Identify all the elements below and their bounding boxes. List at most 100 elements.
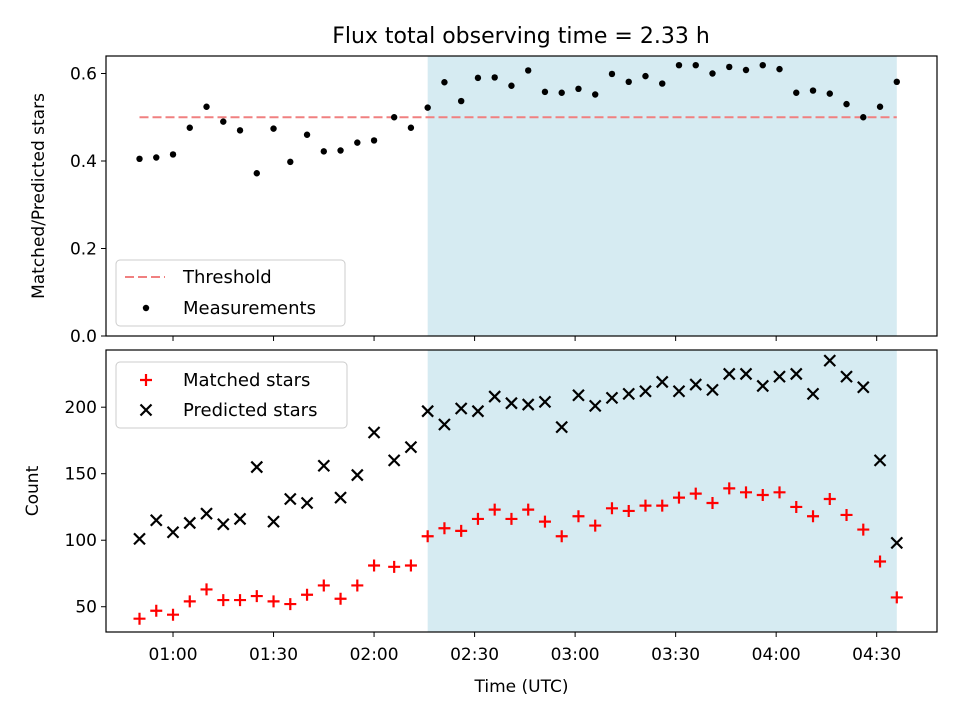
matched-star-point [605,502,618,515]
measurement-point [776,65,783,73]
count-ylabel: Count [23,465,43,516]
predicted-star-point [789,367,803,381]
measurement-point [337,147,344,154]
predicted-star-point [149,513,163,527]
matched-star-point [807,510,820,523]
legend-box [115,361,348,429]
matched-star-point [672,491,685,504]
xtick-label: 01:00 [149,645,198,665]
matched-star-point [689,487,702,500]
measurement-point [592,91,599,98]
xtick-label: 03:30 [651,645,700,665]
measurement-point [287,158,294,166]
matched-star-point [301,588,314,601]
matched-star-point [505,512,518,525]
measurement-point [320,148,328,155]
measurement-point [136,155,143,163]
matched-star-point [890,591,903,604]
predicted-star-point [722,367,736,381]
predicted-star-point [471,404,485,418]
matched-star-point [589,519,602,532]
predicted-star-point [706,383,719,397]
ratio-ytick-label: 0.0 [70,327,97,347]
matched-star-point [622,504,635,517]
measurement-point [541,88,549,96]
predicted-star-point [521,398,535,411]
matched-star-point [250,590,263,603]
measurement-point [270,125,277,132]
matched-star-point [267,595,280,608]
measurement-point [575,85,582,93]
predicted-star-point [505,396,518,410]
matched-star-point [706,496,719,509]
ratio-shaded-span [427,56,897,336]
predicted-star-point [806,387,820,401]
matched-star-point [538,515,551,528]
matched-star-point [334,592,347,605]
predicted-star-point [317,459,331,473]
matched-star-point [150,604,163,617]
measurement-point [893,78,900,86]
measurement-point [491,74,498,81]
matched-star-point [656,499,669,512]
matched-star-point [857,523,870,536]
measurement-point [558,89,565,96]
matched-star-point [723,482,736,495]
measurement-point [726,63,733,71]
measurement-point [793,89,800,96]
predicted-star-point [284,492,297,506]
measurement-point [474,74,482,82]
predicted-star-point [133,532,146,546]
ratio-ylabel: Matched/Predicted stars [29,93,49,299]
predicted-star-point [488,390,501,403]
legend-box [115,259,346,327]
matched-star-point [823,492,836,505]
measurement-point [809,87,817,94]
measurement-point [407,124,415,131]
predicted-star-point [890,536,904,550]
matched-star-point [639,499,652,512]
xtick-label: 01:30 [249,645,298,665]
predicted-star-point [404,440,418,454]
matched-star-point [740,486,753,499]
ratio-ytick-label: 0.4 [70,152,97,172]
matched-star-point [317,579,330,592]
matched-star-point [438,522,451,535]
xtick-label: 03:00 [551,645,600,665]
predicted-star-point [538,395,552,409]
legend-matched-swatch [140,374,152,386]
predicted-star-point [672,384,686,398]
predicted-star-point [200,507,213,520]
predicted-star-point [183,516,197,530]
ratio-panel: 0.0 0.2 0.4 0.6 Matched/Predicted stars Thres… [29,55,938,347]
predicted-star-point [421,404,434,418]
predicted-star-point [367,426,381,439]
measurement-point [203,103,210,110]
predicted-star-point [605,391,619,405]
matched-star-point [404,559,417,572]
predicted-star-point [334,491,347,504]
measurement-point [843,100,850,108]
predicted-star-point [438,418,451,431]
matched-star-point [874,555,887,568]
x-axis-label: Time (UTC) [474,677,569,697]
predicted-star-point [454,402,468,415]
predicted-star-point [387,454,401,467]
legend-measurement-swatch [142,304,150,312]
predicted-star-point [639,384,652,398]
measurement-point [692,61,699,69]
predicted-star-point [773,370,786,383]
xtick-label: 02:30 [450,645,499,665]
count-ytick-label: 150 [65,465,97,485]
predicted-star-point [823,354,837,367]
matched-star-point [284,598,297,611]
measurement-point [826,90,833,97]
matched-star-point [471,512,484,525]
matched-star-point [351,579,364,592]
predicted-star-point [857,380,870,394]
measurement-point [675,61,683,69]
predicted-star-point [166,525,180,539]
predicted-star-point [840,370,853,383]
measurement-point [441,79,448,86]
matched-star-point [217,594,230,607]
